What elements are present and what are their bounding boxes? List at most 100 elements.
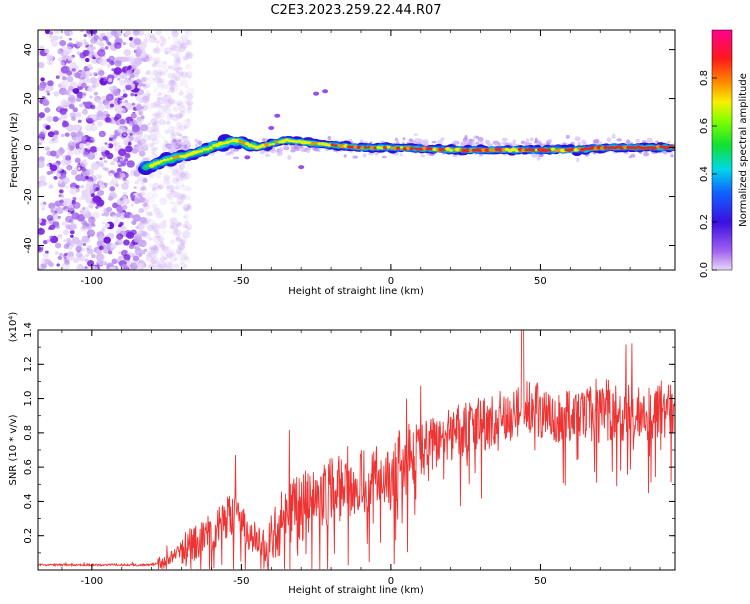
track-core-blob	[314, 142, 319, 145]
noise-speckle	[176, 57, 181, 62]
track-halo-speckle	[494, 142, 498, 146]
noise-speckle	[180, 78, 188, 86]
track-core-blob	[271, 142, 276, 146]
noise-speckle	[104, 102, 112, 110]
noise-speckle	[58, 179, 63, 184]
noise-speckle	[178, 266, 182, 270]
noise-speckle	[168, 248, 178, 257]
noise-speckle	[146, 126, 155, 134]
noise-speckle	[184, 51, 192, 57]
noise-speckle	[58, 117, 62, 121]
track-halo-speckle	[369, 141, 373, 144]
noise-speckle	[169, 230, 175, 235]
noise-speckle	[109, 134, 114, 138]
noise-speckle	[141, 76, 147, 83]
noise-speckle	[71, 212, 80, 220]
noise-speckle	[40, 77, 45, 82]
noise-speckle	[167, 196, 173, 201]
noise-speckle	[176, 173, 184, 180]
noise-speckle	[143, 38, 149, 44]
noise-speckle	[113, 157, 119, 162]
noise-speckle	[146, 58, 152, 64]
noise-speckle	[109, 172, 113, 176]
track-core-blob	[405, 146, 411, 150]
track-core-blob	[202, 147, 207, 151]
track-core-blob	[399, 146, 404, 149]
noise-speckle	[70, 131, 77, 138]
noise-speckle	[185, 226, 191, 231]
noise-speckle	[59, 39, 67, 47]
noise-speckle	[123, 137, 130, 143]
noise-speckle	[131, 148, 138, 154]
noise-speckle	[136, 222, 145, 231]
noise-speckle	[176, 221, 183, 227]
noise-speckle	[75, 97, 81, 102]
track-halo-speckle	[409, 138, 414, 142]
noise-speckle	[175, 248, 183, 255]
track-core-blob	[208, 146, 213, 150]
noise-speckle	[80, 160, 88, 168]
noise-speckle	[130, 92, 135, 97]
noise-speckle	[149, 252, 153, 256]
noise-speckle	[90, 162, 100, 170]
spectrogram-ytick-label: 40	[23, 43, 34, 56]
noise-speckle	[156, 230, 161, 235]
noise-speckle	[171, 85, 180, 93]
noise-speckle	[114, 60, 122, 67]
noise-speckle	[140, 186, 146, 192]
noise-speckle	[132, 214, 141, 222]
track-halo-speckle	[194, 143, 199, 148]
noise-speckle	[98, 259, 105, 266]
noise-speckle	[98, 245, 104, 251]
noise-speckle	[166, 262, 175, 270]
noise-speckle	[167, 97, 175, 105]
noise-speckle	[69, 187, 78, 195]
noise-speckle	[129, 123, 133, 127]
noise-speckle	[115, 142, 120, 146]
noise-speckle	[145, 70, 152, 75]
noise-speckle	[66, 147, 71, 151]
noise-speckle	[47, 260, 53, 266]
noise-speckle	[171, 64, 180, 71]
noise-speckle	[59, 61, 65, 67]
noise-speckle	[185, 256, 190, 260]
track-halo-speckle	[646, 137, 653, 143]
noise-speckle	[154, 207, 159, 212]
track-halo-speckle	[485, 139, 491, 145]
noise-speckle	[65, 215, 73, 223]
spectrogram-ylabel: Frequency (Hz)	[9, 112, 20, 188]
noise-speckle	[44, 30, 51, 35]
noise-speckle	[178, 46, 182, 51]
track-halo-speckle	[381, 155, 387, 159]
noise-speckle	[77, 83, 82, 87]
track-core-blob	[217, 141, 224, 146]
noise-speckle	[159, 35, 166, 42]
track-core-blob	[360, 146, 365, 150]
snr-panel: -100 -50 0 50 0.2 0.4 0.6 0.8 1.0 1.2 1.4 Height o…	[8, 312, 676, 596]
noise-speckle	[145, 192, 154, 200]
noise-speckle	[88, 216, 96, 224]
noise-speckle	[150, 102, 157, 109]
noise-speckle	[179, 194, 187, 201]
noise-speckle	[49, 170, 54, 174]
noise-speckle	[178, 252, 185, 259]
noise-speckle	[187, 203, 192, 208]
noise-speckle	[179, 172, 186, 179]
noise-speckle	[178, 82, 184, 88]
track-halo-speckle	[175, 143, 180, 146]
noise-speckle	[146, 106, 152, 111]
noise-speckle	[113, 32, 120, 38]
noise-speckle	[64, 132, 70, 137]
track-halo-speckle	[478, 153, 482, 157]
noise-speckle	[97, 161, 104, 167]
noise-speckle	[115, 113, 122, 120]
track-halo-speckle	[325, 149, 329, 152]
noise-speckle	[144, 221, 152, 229]
track-core-blob	[162, 158, 167, 162]
track-halo-speckle	[577, 141, 581, 145]
noise-speckle	[171, 35, 180, 43]
track-core-blob	[367, 146, 371, 149]
noise-speckle	[159, 37, 167, 44]
noise-speckle	[76, 131, 84, 138]
noise-speckle	[185, 207, 190, 212]
